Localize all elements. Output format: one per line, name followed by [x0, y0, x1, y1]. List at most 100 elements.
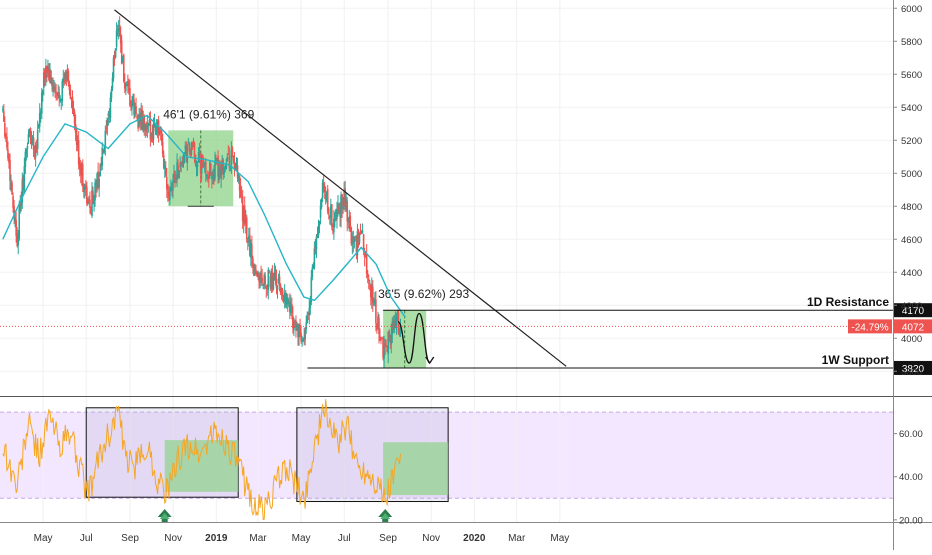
candle-body [270, 270, 273, 289]
candle-body [353, 236, 356, 242]
candle-body [29, 128, 32, 137]
candle-body [54, 86, 56, 91]
candle-body [25, 149, 28, 154]
candle-body [8, 159, 10, 163]
candle-body [89, 199, 91, 209]
candle-body [364, 254, 367, 257]
candle-body [65, 71, 68, 82]
candle-body [195, 164, 198, 168]
candle-body [38, 112, 41, 127]
candle-body [383, 345, 385, 359]
candle-body [210, 164, 212, 170]
candle-body [259, 275, 261, 283]
candle-body [333, 218, 335, 233]
candle-body [386, 346, 388, 352]
candle-body [233, 161, 236, 169]
candle-body [290, 304, 292, 313]
candle-body [341, 194, 343, 209]
candle-body [104, 130, 107, 147]
candle-body [35, 146, 38, 149]
candle-body [311, 267, 314, 278]
candle-body [269, 276, 272, 288]
candle-body [90, 209, 92, 214]
candle-body [17, 236, 20, 246]
candle-body [355, 240, 358, 253]
candle-body [330, 205, 332, 218]
candle-body [16, 233, 18, 247]
candle-body [214, 160, 216, 179]
candle-body [302, 339, 304, 341]
candle-body [300, 332, 302, 341]
candle-body [119, 33, 122, 44]
level-tag-value-1: 4170 [902, 306, 925, 317]
candle-body [88, 199, 90, 203]
candle-body [303, 337, 305, 341]
candle-body [310, 277, 313, 303]
candle-body [281, 289, 284, 297]
candle-body [13, 206, 15, 219]
candle-body [357, 230, 360, 244]
candle-body [274, 272, 277, 281]
candle-body [273, 272, 276, 276]
level-tag-value-2: 3820 [902, 364, 925, 375]
candle-body [304, 329, 306, 340]
candle-body [266, 286, 269, 290]
candle-body [36, 129, 39, 149]
level-tag-bg-1 [894, 303, 932, 318]
candle-body [167, 192, 169, 194]
candle-body [15, 220, 17, 236]
candle-body [192, 144, 195, 148]
candle-body [374, 299, 376, 305]
candle-body [190, 142, 193, 155]
candle-body [201, 155, 204, 162]
candle-body [55, 91, 57, 93]
candle-body [173, 172, 175, 182]
candle-body [179, 162, 181, 168]
candle-body [227, 153, 230, 155]
time-axis-label: May [550, 533, 569, 544]
candle-body [183, 152, 186, 164]
candle-body [267, 269, 270, 290]
candle-body [84, 186, 86, 190]
candle-body [226, 156, 229, 161]
candle-body [113, 55, 116, 60]
last-price-tag-bg [894, 319, 932, 334]
candle-body [366, 273, 369, 278]
candle-body [176, 162, 178, 181]
candle-body [112, 57, 115, 79]
candle-body [100, 165, 103, 167]
candle-body [47, 67, 49, 72]
candle-body [93, 198, 95, 205]
candle-body [393, 320, 396, 328]
candle-body [335, 209, 337, 221]
candle-body [106, 117, 109, 127]
level-tag-bg-2 [894, 360, 932, 375]
oscillator-highlight-box [164, 440, 239, 492]
candle-body [161, 141, 164, 155]
candle-body [363, 253, 366, 258]
candle-body [128, 87, 130, 92]
candle-body [24, 151, 27, 167]
candle-body [344, 188, 346, 207]
candle-body [136, 114, 138, 119]
candle-body [207, 175, 209, 179]
candle-body [53, 86, 55, 90]
candle-body [385, 346, 387, 348]
last-price-change: -24.79% [851, 322, 888, 333]
candle-body [350, 227, 353, 244]
candle-body [143, 116, 146, 131]
candle-body [145, 124, 148, 132]
candle-body [186, 145, 189, 164]
candle-body [2, 109, 4, 111]
candle-body [182, 160, 185, 168]
candle-body [222, 159, 224, 175]
candle-body [99, 164, 101, 176]
candle-body [18, 207, 21, 240]
candle-body [251, 244, 253, 259]
candle-body [287, 302, 290, 304]
candle-body [337, 204, 339, 208]
candle-body [211, 172, 213, 180]
candle-body [34, 144, 37, 158]
candle-body [6, 136, 8, 148]
candle-body [202, 163, 205, 167]
